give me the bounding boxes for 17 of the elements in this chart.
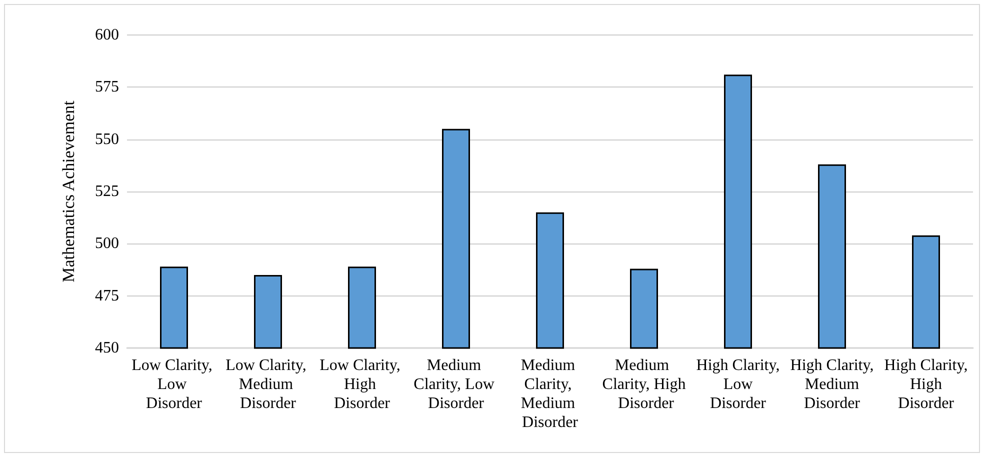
x-tick-label: High Clarity, High Disorder: [884, 357, 968, 412]
y-tick-label: 500: [95, 235, 119, 252]
y-tick-label: 450: [95, 340, 119, 356]
x-tick-label: Low Clarity, Low Disorder: [132, 357, 216, 412]
x-tick-label: High Clarity, Medium Disorder: [790, 357, 874, 412]
y-axis-title: Mathematics Achievement: [59, 100, 78, 282]
x-tick-label: High Clarity, Low Disorder: [696, 357, 780, 412]
y-tick-label: 475: [95, 287, 119, 304]
y-tick-label: 600: [95, 26, 119, 44]
y-tick-label: 525: [95, 183, 119, 200]
x-tick-label: Medium Clarity, Low Disorder: [414, 357, 498, 412]
y-tick-label: 550: [95, 130, 119, 148]
y-tick-label: 575: [95, 78, 119, 96]
x-tick-label: Low Clarity, Medium Disorder: [226, 357, 310, 412]
x-tick-label: Low Clarity, High Disorder: [320, 357, 404, 412]
x-tick-label: Medium Clarity, High Disorder: [602, 357, 686, 412]
x-tick-label: Medium Clarity, Medium Disorder: [520, 357, 580, 431]
